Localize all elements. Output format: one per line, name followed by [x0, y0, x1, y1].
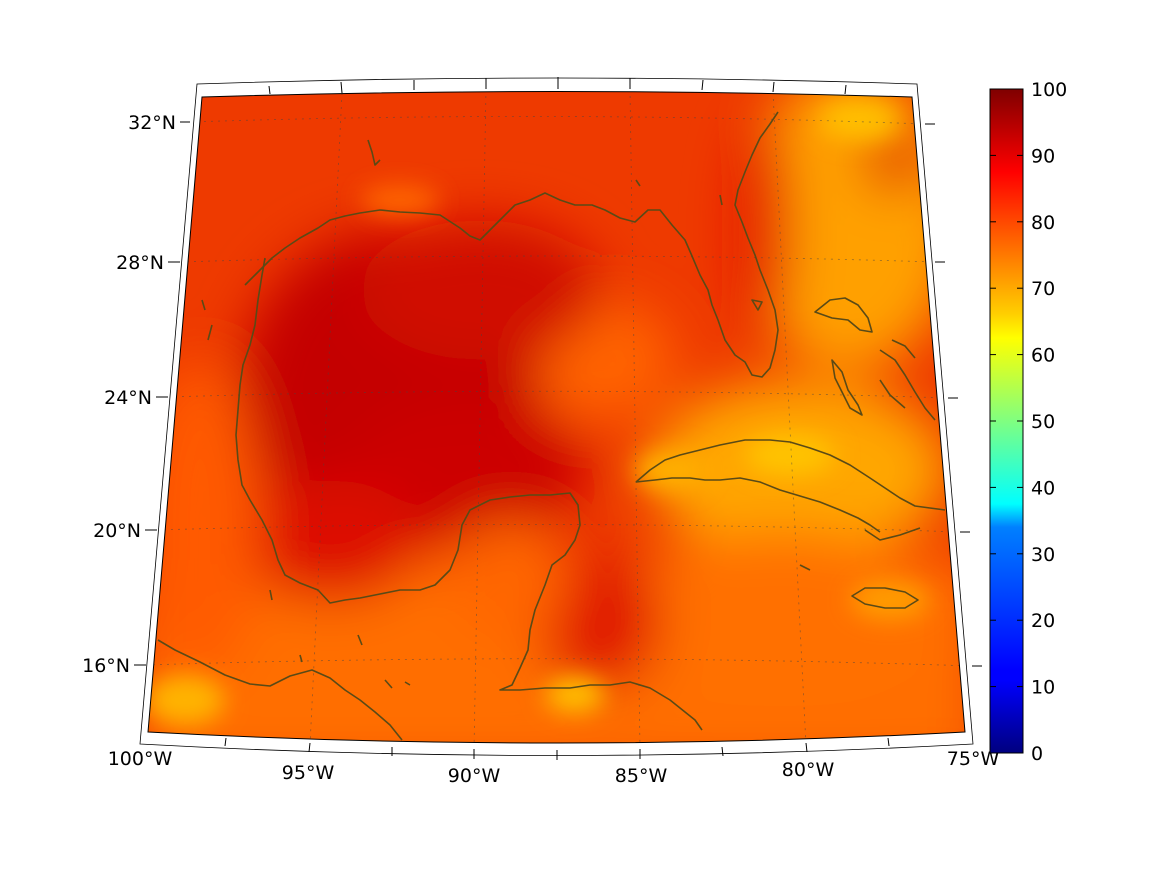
- colorbar-label: 40: [1031, 477, 1055, 499]
- map-outer-frame: [139, 77, 974, 756]
- lat-label-24n: 24°N: [104, 387, 152, 409]
- coast-cuba: [635, 439, 946, 541]
- lat-label-32n: 32°N: [128, 112, 176, 134]
- colorbar-label: 70: [1031, 278, 1055, 300]
- lon-label-85w: 85°W: [615, 765, 668, 787]
- field-gulf-south: [350, 400, 590, 540]
- lon-label-100w: 100°W: [108, 748, 173, 770]
- lat-label-16n: 16°N: [82, 655, 130, 677]
- colorbar-label: 80: [1031, 212, 1055, 234]
- lon-label-75w: 75°W: [947, 748, 1000, 770]
- coast-mexico-east: [235, 257, 703, 731]
- coast-pacific: [157, 639, 403, 741]
- colorbar-label: 60: [1031, 345, 1055, 367]
- lon-label-90w: 90°W: [448, 765, 501, 787]
- lat-label-28n: 28°N: [116, 252, 164, 274]
- lat-label-20n: 20°N: [93, 520, 141, 542]
- hotspot-south-coast: [545, 677, 605, 713]
- coast-misc-islands: [269, 139, 811, 689]
- coast-gulf-mexico: [201, 111, 779, 378]
- coastlines: [157, 111, 946, 741]
- meridian-90w: [473, 91, 487, 743]
- field-caribbean-south: [610, 530, 950, 710]
- frame-ticks: [134, 77, 982, 760]
- hotspot-jamaica: [850, 580, 930, 620]
- field-honduras-gulf: [540, 550, 660, 690]
- temperature-field: [148, 91, 965, 743]
- field-yucatan: [450, 520, 570, 640]
- colorbar-label: 90: [1031, 145, 1055, 167]
- colorbar-label: 0: [1031, 743, 1043, 765]
- field-gulf-north: [360, 220, 600, 360]
- colorbar-label: 10: [1031, 677, 1055, 699]
- colorbar-label: 50: [1031, 411, 1055, 433]
- hotspot-southwest: [148, 675, 225, 725]
- meridian-85w: [629, 91, 641, 743]
- field-northeast-hot: [865, 130, 925, 190]
- graticule: [148, 91, 965, 743]
- hotspot-cuba-central: [745, 435, 835, 475]
- hotspot-north-coast: [360, 185, 440, 215]
- hotspot-north-east: [820, 100, 900, 140]
- colorbar-label: 30: [1031, 544, 1055, 566]
- latitude-labels: 32°N 28°N 24°N 20°N 16°N: [82, 112, 176, 677]
- colorbar-ticks: [990, 88, 1023, 754]
- map-frame: [147, 91, 966, 744]
- longitude-labels: 100°W 95°W 90°W 85°W 80°W 75°W: [108, 748, 1000, 787]
- lon-label-80w: 80°W: [782, 759, 835, 781]
- parallel-20n: [156, 524, 961, 533]
- coast-bahamas: [814, 297, 936, 421]
- coast-jamaica: [851, 587, 919, 609]
- field-hotspots: [148, 100, 930, 725]
- field-florida-east: [740, 120, 790, 340]
- field-campeche: [240, 480, 420, 600]
- field-west: [148, 360, 260, 680]
- colorbar-label: 20: [1031, 610, 1055, 632]
- colorbar-label: 100: [1031, 79, 1067, 101]
- hotspot-cuba-west: [635, 450, 705, 490]
- lon-label-95w: 95°W: [282, 762, 335, 784]
